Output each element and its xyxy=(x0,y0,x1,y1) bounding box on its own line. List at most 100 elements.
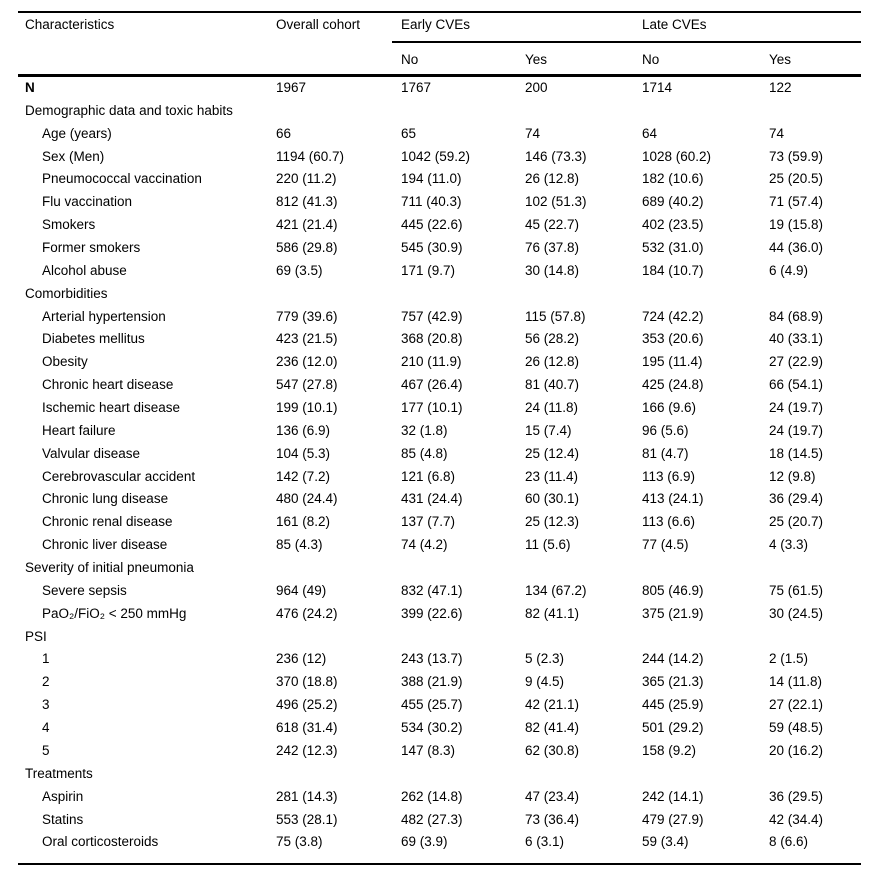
table-row: Arterial hypertension 779 (39.6) 757 (42.9… xyxy=(18,306,861,329)
cell-value: 353 (20.6) xyxy=(642,331,704,347)
cell-value: 134 (67.2) xyxy=(525,582,587,598)
table-row: Chronic liver disease 85 (4.3) 74 (4.2) 11 … xyxy=(18,534,861,557)
row-label: Ischemic heart disease xyxy=(42,400,181,416)
cell-value: 73 (36.4) xyxy=(525,811,580,827)
cell-value: 177 (10.1) xyxy=(401,400,463,416)
table-top-rule xyxy=(18,11,861,13)
cell-value: 210 (11.9) xyxy=(401,354,462,370)
table-row: Pneumococcal vaccination 220 (11.2) 194 (1… xyxy=(18,168,861,191)
header-bottom-rule xyxy=(18,74,861,77)
cell-value: 64 xyxy=(642,125,658,141)
cell-value: 96 (5.6) xyxy=(642,422,689,438)
cell-value: 1714 xyxy=(642,80,673,95)
cell-value: 553 (28.1) xyxy=(276,811,338,827)
row-label: Arterial hypertension xyxy=(42,308,166,324)
section-row: Severity of initial pneumonia xyxy=(18,557,861,580)
table-row: Flu vaccination 812 (41.3) 711 (40.3) 102 (… xyxy=(18,191,861,214)
cell-value: 81 (40.7) xyxy=(525,377,580,393)
row-label: Flu vaccination xyxy=(42,194,133,210)
cell-value: 480 (24.4) xyxy=(276,491,338,507)
cell-value: 4 (3.3) xyxy=(769,537,809,553)
table-row: Cerebrovascular accident 142 (7.2) 121 (6.… xyxy=(18,466,861,489)
cell-value: 15 (7.4) xyxy=(525,422,572,438)
cell-value: 36 (29.4) xyxy=(769,491,824,507)
header-spacer xyxy=(276,52,401,67)
cell-value: 11 (5.6) xyxy=(525,537,571,553)
cell-value: 534 (30.2) xyxy=(401,720,463,736)
row-label: Valvular disease xyxy=(42,445,141,461)
row-label: 4 xyxy=(42,720,50,736)
cell-value: 413 (24.1) xyxy=(642,491,704,507)
table-row: 5 242 (12.3) 147 (8.3) 62 (30.8) 158 (9.2) 20… xyxy=(18,740,861,763)
row-label: Pneumococcal vaccination xyxy=(42,171,202,187)
cell-value: 24 (19.7) xyxy=(769,400,824,416)
cell-value: 30 (14.8) xyxy=(525,262,580,278)
cell-value: 84 (68.9) xyxy=(769,308,824,324)
header-overall-cohort: Overall cohort xyxy=(276,17,361,32)
row-label: Chronic heart disease xyxy=(42,377,174,393)
cell-value: 445 (25.9) xyxy=(642,697,704,713)
cell-value: 42 (34.4) xyxy=(769,811,824,827)
cell-value: 25 (20.5) xyxy=(769,171,824,187)
cell-value: 1194 (60.7) xyxy=(276,148,345,164)
table-row: Oral corticosteroids 75 (3.8) 69 (3.9) 6 (3… xyxy=(18,831,861,854)
cell-value: 370 (18.8) xyxy=(276,674,338,690)
cell-value: 59 (48.5) xyxy=(769,720,824,736)
cell-value: 121 (6.8) xyxy=(401,468,456,484)
table-row: Statins 553 (28.1) 482 (27.3) 73 (36.4) 479 … xyxy=(18,809,861,832)
row-label: Aspirin xyxy=(42,788,84,804)
cell-value: 1042 (59.2) xyxy=(401,148,471,164)
section-label: Severity of initial pneumonia xyxy=(25,560,194,576)
cell-value: 455 (25.7) xyxy=(401,697,463,713)
cell-value: 65 xyxy=(401,125,417,141)
cell-value: 1967 xyxy=(276,80,307,95)
header-late-no: No xyxy=(642,52,660,67)
section-label: Demographic data and toxic habits xyxy=(25,102,233,118)
table-row: 4 618 (31.4) 534 (30.2) 82 (41.4) 501 (29.2)… xyxy=(18,717,861,740)
header-late-yes: Yes xyxy=(769,52,792,67)
table-row: 1 236 (12) 243 (13.7) 5 (2.3) 244 (14.2) 2 (1… xyxy=(18,648,861,671)
cell-value: 115 (57.8) xyxy=(525,308,586,324)
cell-value: 26 (12.8) xyxy=(525,354,580,370)
cell-value: 12 (9.8) xyxy=(769,468,816,484)
row-label: Diabetes mellitus xyxy=(42,331,145,347)
cell-value: 113 (6.9) xyxy=(642,468,696,484)
cell-value: 30 (24.5) xyxy=(769,605,824,621)
table-row: Severe sepsis 964 (49) 832 (47.1) 134 (67.2… xyxy=(18,580,861,603)
cell-value: 75 (61.5) xyxy=(769,582,824,598)
cell-value: 365 (21.3) xyxy=(642,674,704,690)
table-header-row-groups: Characteristics Overall cohort Early CVE… xyxy=(18,17,861,32)
cell-value: 59 (3.4) xyxy=(642,834,689,850)
section-label: Treatments xyxy=(25,765,93,781)
cell-value: 44 (36.0) xyxy=(769,240,824,256)
cell-value: 137 (7.7) xyxy=(401,514,456,530)
cell-value: 45 (22.7) xyxy=(525,217,580,233)
row-label: Severe sepsis xyxy=(42,582,127,598)
cell-value: 23 (11.4) xyxy=(525,468,579,484)
cell-value: 19 (15.8) xyxy=(769,217,824,233)
cell-value: 27 (22.1) xyxy=(769,697,824,713)
row-label: Chronic renal disease xyxy=(42,514,173,530)
cell-value: 586 (29.8) xyxy=(276,240,338,256)
table-bottom-rule xyxy=(18,863,861,865)
cell-value: 689 (40.2) xyxy=(642,194,704,210)
cell-value: 9 (4.5) xyxy=(525,674,565,690)
cell-value: 496 (25.2) xyxy=(276,697,338,713)
row-label: Chronic liver disease xyxy=(42,537,168,553)
cell-value: 236 (12.0) xyxy=(276,354,338,370)
cell-value: 812 (41.3) xyxy=(276,194,338,210)
cell-value: 236 (12) xyxy=(276,651,327,667)
cell-value: 242 (14.1) xyxy=(642,788,704,804)
cell-value: 66 (54.1) xyxy=(769,377,824,393)
row-label: Former smokers xyxy=(42,240,141,256)
cell-value: 6 (3.1) xyxy=(525,834,565,850)
cell-value: 184 (10.7) xyxy=(642,262,704,278)
cell-value: 24 (19.7) xyxy=(769,422,824,438)
section-row: Comorbidities xyxy=(18,283,861,306)
cell-value: 5 (2.3) xyxy=(525,651,565,667)
cell-value: 158 (9.2) xyxy=(642,742,697,758)
cell-value: 476 (24.2) xyxy=(276,605,338,621)
table-row: Chronic renal disease 161 (8.2) 137 (7.7) 2… xyxy=(18,511,861,534)
cell-value: 161 (8.2) xyxy=(276,514,331,530)
cell-value: 69 (3.9) xyxy=(401,834,448,850)
